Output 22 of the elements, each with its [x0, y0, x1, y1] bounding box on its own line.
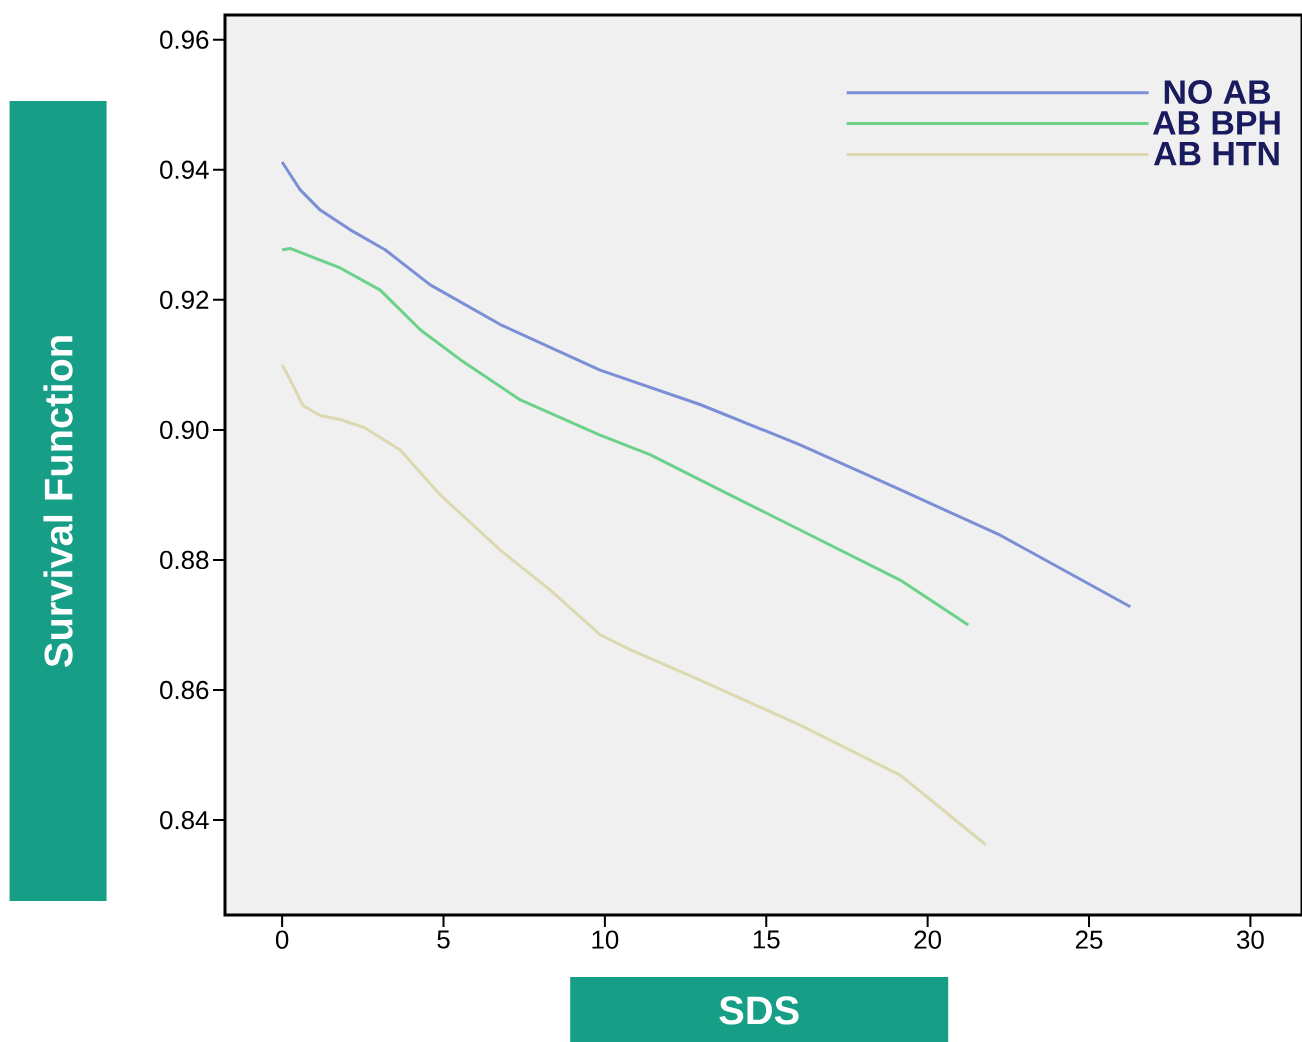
- text: NO AB: [1164, 80, 1271, 105]
- x-tick-label: 10: [592, 930, 619, 949]
- line-series: [280, 363, 988, 847]
- y-tick-label: 0.94: [160, 160, 209, 179]
- y-tick-label: 0.96: [160, 30, 209, 49]
- y-tick-label: 0.84: [160, 810, 209, 830]
- text: AB BPH: [1152, 111, 1280, 135]
- x-tick-label: 5: [437, 930, 450, 949]
- y-tick-label: 0.92: [160, 290, 209, 309]
- y-tick-label: 0.86: [160, 680, 209, 700]
- x-tick-label: 30: [1236, 930, 1264, 949]
- x-tick-label: 15: [753, 930, 780, 949]
- y-tick-label: 0.88: [160, 550, 209, 570]
- x-tick-label: 20: [914, 930, 942, 949]
- x-tick-label: 25: [1075, 930, 1103, 949]
- y-axis-title: Survival Function: [43, 336, 73, 668]
- y-tick-label: 0.90: [160, 420, 209, 440]
- x-axis-title: SDS: [719, 996, 799, 1025]
- x-tick-label: 0: [275, 930, 289, 949]
- line-series: [280, 160, 1132, 609]
- text: AB HTN: [1153, 141, 1279, 166]
- line-series: [280, 246, 970, 627]
